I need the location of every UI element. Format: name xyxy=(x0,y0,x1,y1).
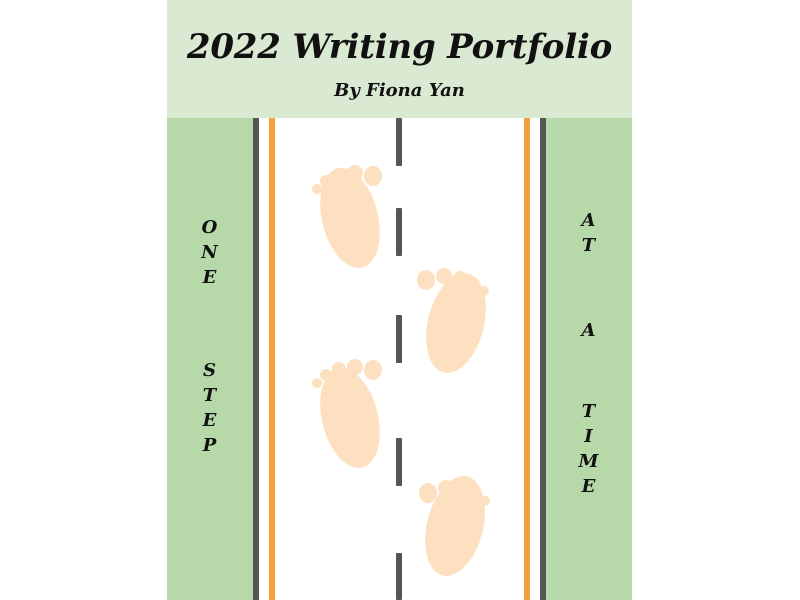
vertical-letter: AT xyxy=(578,210,599,260)
left-vertical-text-one: ONE xyxy=(195,217,223,292)
footprint-icon xyxy=(419,476,490,576)
footprint-icon xyxy=(417,268,489,373)
portfolio-cover: 2022 Writing Portfolio By Fiona Yan xyxy=(167,0,632,600)
vertical-letter: A xyxy=(578,320,599,345)
center-lane-dash xyxy=(396,208,402,256)
right-vertical-text-a: A xyxy=(574,320,602,345)
footprint-icon xyxy=(312,165,382,268)
author-byline: By Fiona Yan xyxy=(334,80,465,101)
vertical-letter: TIME xyxy=(578,401,599,501)
vertical-letter: STEP xyxy=(199,360,220,460)
right-dark-road-line xyxy=(540,118,546,600)
left-green-strip xyxy=(167,118,253,600)
left-vertical-text-step: STEP xyxy=(195,360,223,460)
footprint-icon xyxy=(312,359,382,468)
left-orange-road-line xyxy=(269,118,275,600)
center-lane-dash xyxy=(396,553,402,600)
center-lane-dash xyxy=(396,315,402,363)
left-dark-road-line xyxy=(253,118,259,600)
cover-header: 2022 Writing Portfolio By Fiona Yan xyxy=(167,0,632,118)
center-lane-dash xyxy=(396,118,402,166)
road-illustration xyxy=(167,118,632,600)
center-lane-dash xyxy=(396,438,402,486)
right-green-strip xyxy=(546,118,632,600)
right-vertical-text-time: TIME xyxy=(574,401,602,501)
page-title: 2022 Writing Portfolio xyxy=(186,27,613,67)
footprints-illustration xyxy=(312,165,490,576)
right-vertical-text-at: AT xyxy=(574,210,602,260)
vertical-letter: ONE xyxy=(199,217,220,292)
right-orange-road-line xyxy=(524,118,530,600)
